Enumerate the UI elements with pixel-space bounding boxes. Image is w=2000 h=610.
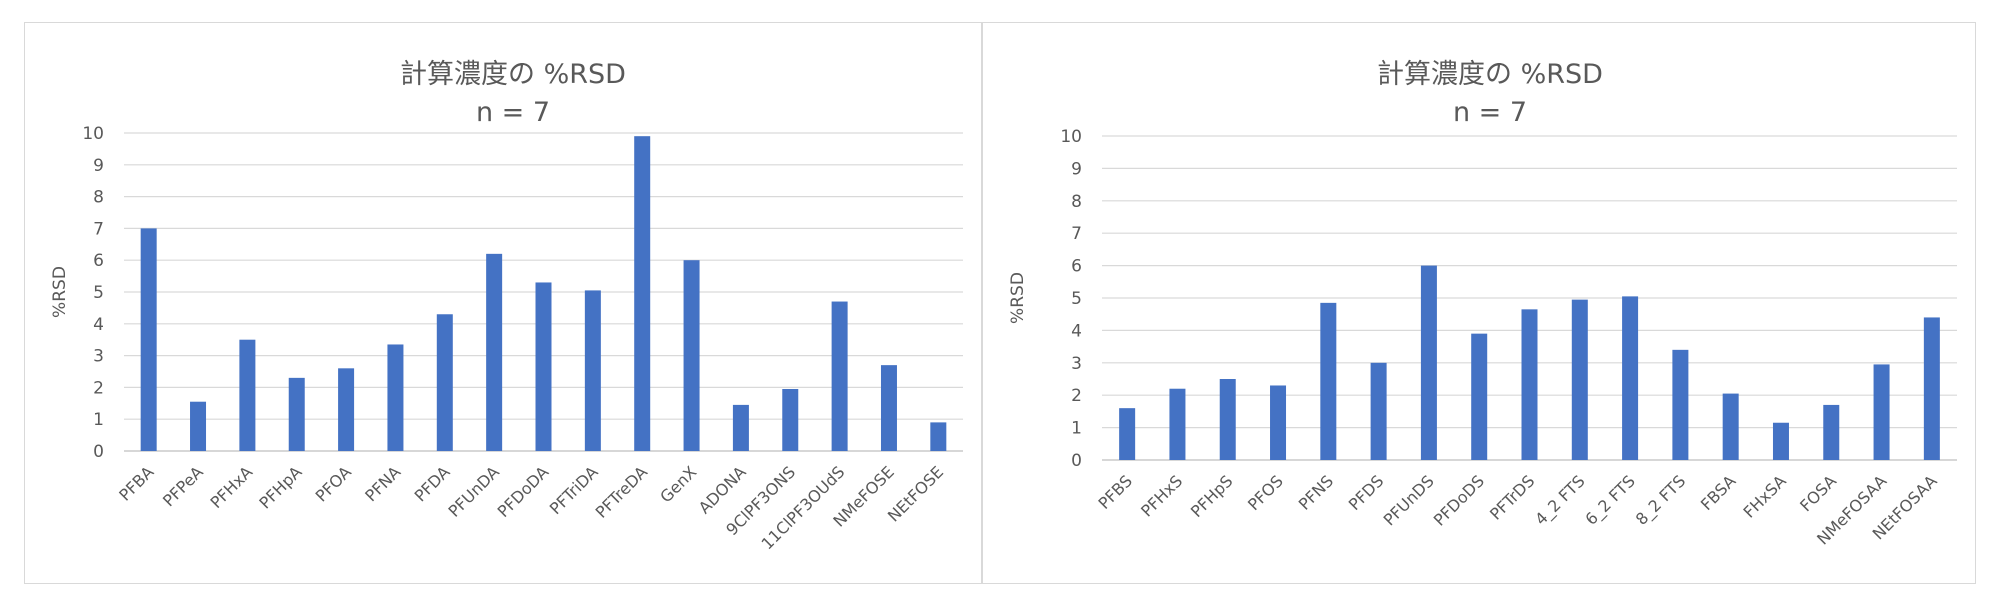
- bar: [288, 377, 305, 451]
- bar: [338, 368, 355, 451]
- x-tick-label: PFHpA: [255, 462, 305, 512]
- x-tick-label: PFHpS: [1187, 471, 1237, 521]
- bar: [732, 404, 749, 451]
- y-tick-label: 3: [93, 347, 104, 367]
- bar: [239, 339, 256, 451]
- x-tick-label: PFUnDA: [445, 462, 504, 521]
- chart-panel-left: 計算濃度の %RSD n = 7 0 1 2 3 4 5 6 7 8 9 10 %RSD PFBA PFPeA…: [24, 22, 982, 584]
- bar: [1270, 385, 1287, 460]
- bar: [1722, 393, 1739, 460]
- y-tick-label: 1: [93, 410, 104, 430]
- x-tick-label: PFTreDA: [592, 462, 651, 521]
- bar: [1772, 422, 1789, 460]
- bar: [782, 388, 799, 451]
- y-tick-label: 8: [1071, 192, 1082, 212]
- y-axis-title: %RSD: [50, 266, 70, 318]
- y-tick-label: 2: [1071, 386, 1082, 406]
- x-tick-label: FOSA: [1796, 471, 1840, 515]
- y-tick-label: 7: [1071, 224, 1082, 244]
- x-tick-label: PFHxS: [1137, 471, 1186, 520]
- bar: [683, 260, 700, 451]
- x-tick-label: GenX: [656, 462, 700, 506]
- x-tick-label: 4_2 FTS: [1531, 471, 1589, 529]
- y-tick-label: 8: [93, 188, 104, 208]
- chart-title: 計算濃度の %RSD: [1377, 59, 1603, 90]
- chart-right: 計算濃度の %RSD n = 7 0 1 2 3 4 5 6 7 8 9 10 %RSD PFBS PFHxS…: [1008, 59, 1957, 549]
- bar: [1370, 362, 1387, 460]
- x-tick-label: FHxSA: [1740, 471, 1790, 521]
- y-tick-label: 9: [1071, 159, 1082, 179]
- bar: [1219, 379, 1236, 460]
- chart-left: 計算濃度の %RSD n = 7 0 1 2 3 4 5 6 7 8 9 10 %RSD PFBA PFPeA…: [50, 59, 963, 553]
- bar: [535, 282, 552, 451]
- bar: [1119, 408, 1136, 460]
- bar: [880, 365, 897, 451]
- x-tick-label: PFDS: [1345, 471, 1388, 514]
- y-axis-title: %RSD: [1008, 272, 1028, 324]
- bar: [1521, 309, 1538, 460]
- y-tick-label: 7: [93, 219, 104, 239]
- x-tick-label: PFOS: [1244, 471, 1287, 514]
- x-tick-label: PFHxA: [207, 462, 257, 512]
- y-tick-label: 10: [1060, 127, 1082, 147]
- y-tick-label: 4: [1071, 321, 1082, 341]
- x-tick-label: PFDA: [411, 462, 454, 505]
- bar: [1320, 302, 1337, 460]
- bar: [190, 401, 207, 451]
- x-tick-label: PFPeA: [159, 462, 207, 510]
- bar: [1823, 404, 1840, 460]
- bar: [1923, 317, 1940, 460]
- y-tick-label: 6: [93, 251, 104, 271]
- y-tick-label: 0: [1071, 451, 1082, 471]
- y-tick-label: 5: [1071, 289, 1082, 309]
- bar: [436, 314, 453, 451]
- bar: [634, 136, 651, 451]
- y-tick-label: 4: [93, 315, 104, 335]
- x-tick-label: 8_2 FTS: [1632, 471, 1690, 529]
- chart-panel-right: 計算濃度の %RSD n = 7 0 1 2 3 4 5 6 7 8 9 10 %RSD PFBS PFHxS…: [982, 22, 1976, 584]
- bar: [1873, 364, 1890, 460]
- bar: [140, 228, 157, 451]
- x-tick-label: PFNS: [1295, 471, 1337, 513]
- bar: [930, 422, 947, 451]
- bar: [1571, 299, 1588, 460]
- bar: [486, 253, 503, 451]
- chart-subtitle: n = 7: [1453, 97, 1527, 128]
- bar: [1420, 265, 1437, 460]
- x-tick-label: PFDoDA: [494, 462, 553, 521]
- x-tick-label: PFOA: [312, 462, 355, 505]
- bar: [1622, 296, 1639, 460]
- bar: [387, 344, 404, 451]
- x-tick-label: PFDoDS: [1430, 471, 1488, 529]
- x-tick-label: PFNA: [361, 462, 404, 505]
- bar: [831, 301, 848, 451]
- y-tick-label: 2: [93, 378, 104, 398]
- y-tick-label: 1: [1071, 419, 1082, 439]
- x-tick-label: PFUnDS: [1380, 471, 1438, 529]
- x-tick-label: PFBS: [1094, 471, 1136, 513]
- bar: [1471, 333, 1488, 460]
- chart-title: 計算濃度の %RSD: [400, 59, 626, 90]
- x-tick-label: 6_2 FTS: [1581, 471, 1639, 529]
- y-tick-label: 5: [93, 283, 104, 303]
- bar: [1169, 388, 1186, 460]
- x-tick-label: PFBA: [115, 462, 157, 504]
- bar: [1672, 349, 1689, 460]
- y-tick-label: 3: [1071, 354, 1082, 374]
- y-tick-label: 10: [82, 124, 104, 144]
- y-tick-label: 9: [93, 156, 104, 176]
- y-tick-label: 6: [1071, 257, 1082, 277]
- x-tick-label: FBSA: [1697, 471, 1740, 514]
- bar: [584, 290, 601, 451]
- y-tick-label: 0: [93, 442, 104, 462]
- chart-subtitle: n = 7: [476, 97, 550, 128]
